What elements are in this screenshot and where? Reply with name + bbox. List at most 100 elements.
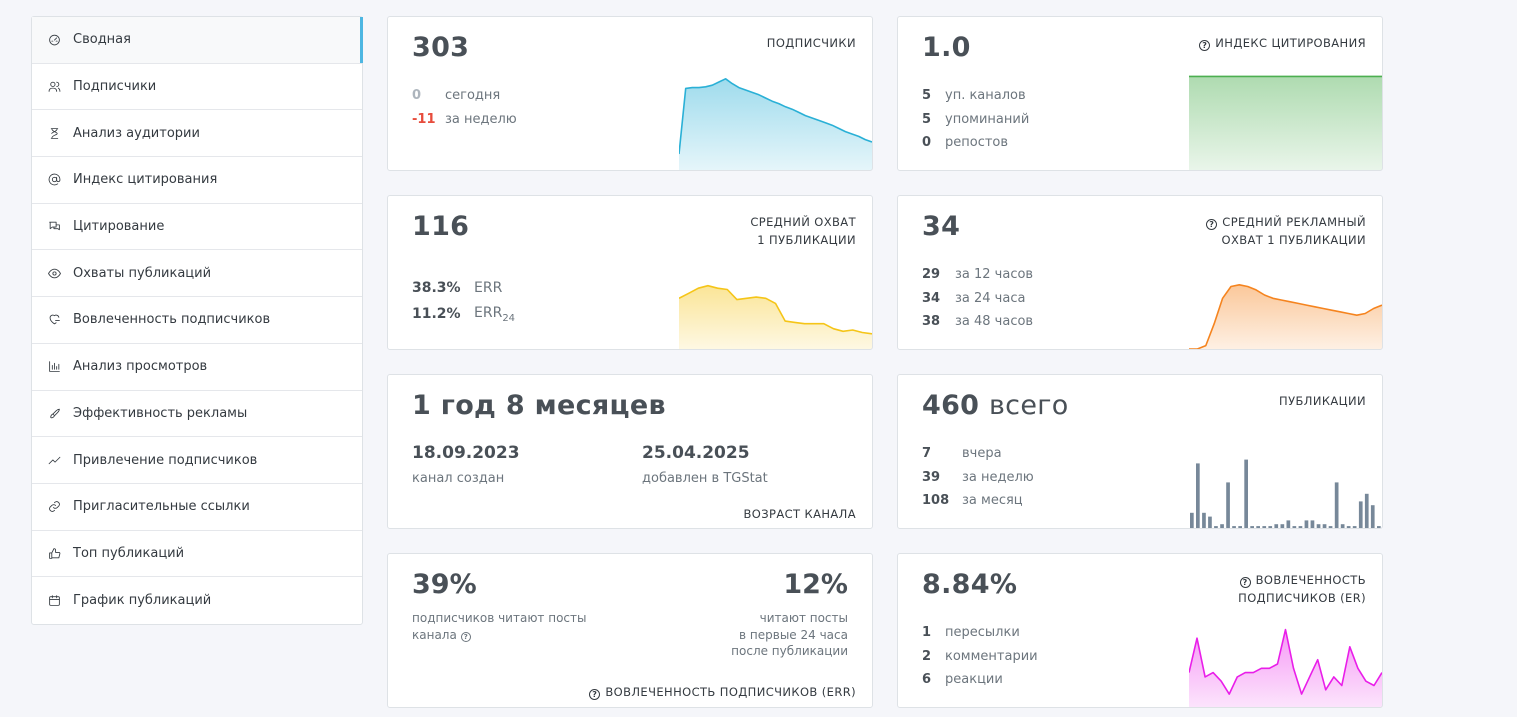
chart-bar: [1358, 501, 1363, 528]
sidebar-item[interactable]: График публикаций: [32, 577, 362, 624]
err-right-value: 12%: [783, 569, 848, 600]
citation-value: 1.0: [922, 32, 971, 63]
chart-bar: [1286, 520, 1291, 528]
subscribers-stats: 0 сегодня -11 за неделю: [412, 84, 517, 131]
err-value: 38.3%: [412, 280, 461, 296]
err-label: ERR: [474, 280, 503, 296]
err24-row: 11.2% ERR24: [412, 301, 515, 327]
average-reach-card[interactable]: 116 СРЕДНИЙ ОХВАТ 1 ПУБЛИКАЦИИ 38.3% ERR 1…: [387, 195, 873, 350]
stat-label: вчера: [962, 446, 1002, 462]
help-icon[interactable]: ?: [1239, 577, 1251, 588]
ad-reach-card[interactable]: 34 ? СРЕДНИЙ РЕКЛАМНЫЙ ОХВАТ 1 ПУБЛИКАЦИИ …: [897, 195, 1383, 350]
sidebar-item[interactable]: Анализ просмотров: [32, 344, 362, 391]
chart-area: [1189, 76, 1382, 170]
heart-icon: [47, 313, 61, 327]
chart-bar: [1328, 526, 1333, 528]
chart-bar: [1322, 524, 1327, 528]
stat-value: -11: [412, 111, 436, 127]
subscribers-card[interactable]: 303 ПОДПИСЧИКИ 0 сегодня -11 за неделю: [387, 16, 873, 171]
stat-label: репостов: [945, 135, 1009, 151]
channel-age-card[interactable]: 1 год 8 месяцев 18.09.2023 канал создан …: [387, 374, 873, 529]
sidebar-item-label: Сводная: [73, 32, 131, 48]
stat-value: 34: [922, 290, 941, 306]
stat-value: 38: [922, 314, 941, 330]
stat-label: за месяц: [962, 493, 1023, 509]
engagement-err-card[interactable]: 39% подписчиков читают посты канала? 12% …: [387, 553, 873, 708]
stat-label: за неделю: [445, 111, 517, 127]
help-icon[interactable]: ?: [460, 631, 471, 642]
sidebar-item[interactable]: Эффективность рекламы: [32, 391, 362, 438]
stat-row: 29 за 12 часов: [922, 263, 1033, 287]
link-icon: [47, 500, 61, 514]
chart-area: [1189, 629, 1382, 707]
sidebar-item-label: Подписчики: [73, 79, 157, 95]
reach-chart: [679, 284, 872, 349]
sidebar: Сводная Подписчики Анализ аудитории Индекс …: [31, 16, 363, 625]
hourglass-icon: [47, 126, 61, 140]
sidebar-item[interactable]: Привлечение подписчиков: [32, 437, 362, 484]
chart-bar: [1190, 512, 1194, 528]
sidebar-item-label: Анализ аудитории: [73, 125, 200, 141]
stat-row: 34 за 24 часа: [922, 287, 1033, 311]
sidebar-item[interactable]: Пригласительные ссылки: [32, 484, 362, 531]
chart-area: [679, 78, 872, 170]
sidebar-item[interactable]: Цитирование: [32, 204, 362, 251]
help-icon[interactable]: ?: [589, 689, 601, 700]
sidebar-item-label: Индекс цитирования: [73, 172, 218, 188]
sidebar-item[interactable]: Топ публикаций: [32, 531, 362, 578]
stat-value: 5: [922, 88, 932, 104]
stat-label: уп. каналов: [945, 88, 1026, 104]
stat-row: 7 вчера: [922, 442, 1034, 466]
sidebar-item[interactable]: Индекс цитирования: [32, 157, 362, 204]
err-row: 38.3% ERR: [412, 275, 515, 301]
err-left-value: 39%: [412, 569, 477, 600]
stat-row: -11 за неделю: [412, 108, 517, 132]
stat-value: 1: [922, 625, 932, 641]
ad-reach-chart: [1189, 284, 1382, 349]
chart-bar: [1304, 520, 1309, 528]
chart-line: [1189, 284, 1382, 349]
chart-bar: [1280, 524, 1285, 528]
sidebar-item[interactable]: Подписчики: [32, 64, 362, 111]
bar-chart-icon: [47, 360, 61, 374]
stat-label: за неделю: [962, 469, 1034, 485]
posts-card[interactable]: 460 всего ПУБЛИКАЦИИ 7 вчера 39 за неделю …: [897, 374, 1383, 529]
chart-bar: [1208, 516, 1212, 528]
chart-bar: [1334, 482, 1339, 528]
created-block: 18.09.2023 канал создан: [412, 443, 520, 486]
sidebar-item[interactable]: Анализ аудитории: [32, 110, 362, 158]
chart-area: [679, 285, 872, 349]
stat-value: 29: [922, 267, 941, 283]
trending-icon: [47, 453, 61, 467]
subscribers-chart: [679, 78, 872, 170]
help-icon[interactable]: ?: [1206, 219, 1218, 230]
chart-bar: [1250, 526, 1254, 528]
added-label: добавлен в TGStat: [642, 471, 768, 486]
err-stats: 38.3% ERR 11.2% ERR24: [412, 275, 515, 327]
sidebar-item[interactable]: Сводная: [32, 17, 363, 64]
stat-label: сегодня: [445, 88, 501, 104]
stat-label: комментарии: [945, 648, 1038, 664]
sidebar-item[interactable]: Вовлеченность подписчиков: [32, 297, 362, 344]
help-icon[interactable]: ?: [1199, 40, 1211, 51]
citation-index-card[interactable]: 1.0 ? ИНДЕКС ЦИТИРОВАНИЯ 5 уп. каналов 5 уп…: [897, 16, 1383, 171]
stat-label: за 24 часа: [955, 290, 1026, 306]
dashboard-icon: [47, 33, 61, 47]
stat-row: 5 упоминаний: [922, 108, 1029, 132]
eye-icon: [47, 266, 61, 280]
stat-label: за 12 часов: [955, 267, 1034, 283]
err24-label: ERR24: [474, 304, 516, 324]
age-title: ВОЗРАСТ КАНАЛА: [743, 507, 856, 521]
chart-bar: [1226, 482, 1230, 528]
chart-area: [1189, 284, 1382, 349]
err-right-block: 12% читают посты в первые 24 часа после пу…: [731, 569, 848, 660]
chart-bar: [1352, 526, 1357, 528]
chart-bar: [1370, 505, 1375, 528]
sidebar-item-label: Вовлеченность подписчиков: [73, 312, 271, 328]
chart-bar: [1274, 524, 1279, 528]
calendar-icon: [47, 594, 61, 608]
citation-chart: [1189, 75, 1382, 170]
sidebar-item[interactable]: Охваты публикаций: [32, 250, 362, 298]
stat-value: 0: [922, 135, 932, 151]
engagement-er-card[interactable]: 8.84% ? ВОВЛЕЧЕННОСТЬ ПОДПИСЧИКОВ (ER) 1 пе…: [897, 553, 1383, 708]
